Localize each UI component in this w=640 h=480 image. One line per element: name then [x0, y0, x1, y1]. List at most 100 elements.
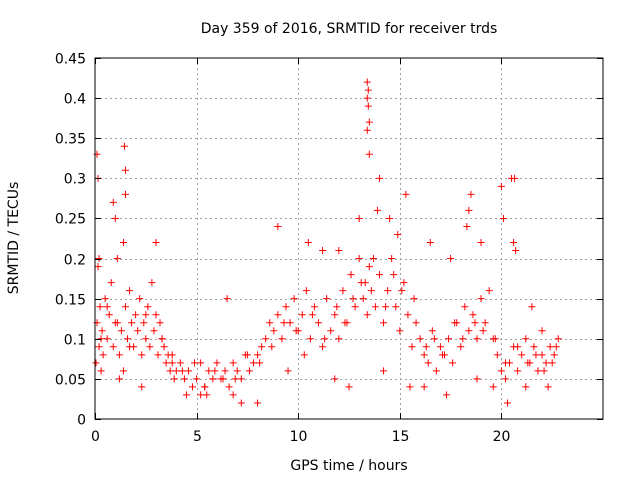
scatter-point: [154, 351, 162, 359]
scatter-point: [286, 319, 294, 327]
x-tick-label: 10: [290, 429, 308, 445]
scatter-point: [94, 263, 102, 271]
scatter-point: [109, 198, 117, 206]
scatter-point: [121, 303, 129, 311]
scatter-point: [201, 383, 209, 391]
scatter-point: [402, 190, 410, 198]
scatter-point: [469, 311, 477, 319]
scatter-point: [347, 271, 355, 279]
scatter-point: [211, 367, 219, 375]
scatter-point: [176, 359, 184, 367]
scatter-point: [156, 319, 164, 327]
scatter-point: [243, 351, 251, 359]
scatter-point: [503, 399, 511, 407]
scatter-point: [266, 319, 274, 327]
scatter-point: [331, 375, 339, 383]
scatter-point: [530, 343, 538, 351]
scatter-point: [113, 319, 121, 327]
scatter-point: [197, 359, 205, 367]
scatter-point: [119, 239, 127, 247]
scatter-point: [481, 319, 489, 327]
scatter-point: [357, 279, 365, 287]
y-tick-label: 0.2: [64, 253, 86, 269]
scatter-point: [274, 311, 282, 319]
scatter-point: [170, 375, 178, 383]
scatter-point: [351, 303, 359, 311]
scatter-point: [514, 343, 522, 351]
scatter-point: [467, 190, 475, 198]
scatter-point: [136, 295, 144, 303]
scatter-point: [126, 287, 134, 295]
scatter-point: [485, 287, 493, 295]
scatter-point: [333, 303, 341, 311]
scatter-point: [97, 335, 105, 343]
y-axis-label: SRMTID / TECUs: [6, 182, 22, 295]
scatter-point: [445, 335, 453, 343]
scatter-point: [109, 343, 117, 351]
scatter-point: [148, 279, 156, 287]
scatter-point: [209, 375, 217, 383]
chart-marks: [92, 78, 562, 407]
scatter-point: [355, 214, 363, 222]
scatter-point: [400, 279, 408, 287]
scatter-point: [384, 287, 392, 295]
scatter-point: [550, 351, 558, 359]
scatter-point: [408, 343, 416, 351]
scatter-point: [463, 222, 471, 230]
scatter-point: [373, 206, 381, 214]
scatter-point: [518, 351, 526, 359]
scatter-point: [398, 287, 406, 295]
scatter-point: [335, 247, 343, 255]
scatter-point: [300, 351, 308, 359]
scatter-point: [497, 182, 505, 190]
scatter-point: [459, 335, 467, 343]
y-tick-label: 0.45: [55, 52, 86, 68]
scatter-point: [310, 303, 318, 311]
scatter-point: [254, 351, 262, 359]
scatter-point: [146, 343, 154, 351]
scatter-point: [138, 351, 146, 359]
scatter-point: [465, 327, 473, 335]
scatter-point: [422, 343, 430, 351]
scatter-point: [345, 383, 353, 391]
scatter-point: [256, 359, 264, 367]
scatter-point: [282, 303, 290, 311]
chart-ticks: 0 0.05 0.1 0.15 0.2 0.25 0.3 0.35 0.4 0.45 0 5 10 15 2…: [55, 52, 603, 445]
scatter-point: [152, 239, 160, 247]
scatter-point: [221, 367, 229, 375]
scatter-point: [365, 263, 373, 271]
scatter-point: [501, 375, 509, 383]
scatter-point: [142, 335, 150, 343]
scatter-point: [443, 391, 451, 399]
y-tick-label: 0.4: [64, 92, 86, 108]
scatter-point: [306, 335, 314, 343]
scatter-point: [382, 303, 390, 311]
scatter-point: [380, 367, 388, 375]
scatter-point: [115, 351, 123, 359]
scatter-point: [524, 359, 532, 367]
scatter-point: [339, 287, 347, 295]
y-tick-label: 0.1: [64, 333, 86, 349]
scatter-point: [392, 303, 400, 311]
scatter-point: [471, 319, 479, 327]
scatter-point: [546, 343, 554, 351]
scatter-point: [426, 239, 434, 247]
scatter-point: [432, 367, 440, 375]
scatter-point: [511, 174, 519, 182]
scatter-point: [451, 319, 459, 327]
scatter-point: [97, 367, 105, 375]
scatter-point: [152, 311, 160, 319]
scatter-point: [233, 367, 241, 375]
scatter-point: [229, 359, 237, 367]
scatter-point: [335, 335, 343, 343]
scatter-point: [544, 383, 552, 391]
scatter-point: [522, 335, 530, 343]
scatter-point: [364, 102, 372, 110]
scatter-point: [138, 383, 146, 391]
scatter-point: [302, 287, 310, 295]
scatter-point: [134, 327, 142, 335]
scatter-point: [501, 359, 509, 367]
y-tick-label: 0.3: [64, 172, 86, 188]
scatter-point: [254, 399, 262, 407]
scatter-point: [473, 335, 481, 343]
